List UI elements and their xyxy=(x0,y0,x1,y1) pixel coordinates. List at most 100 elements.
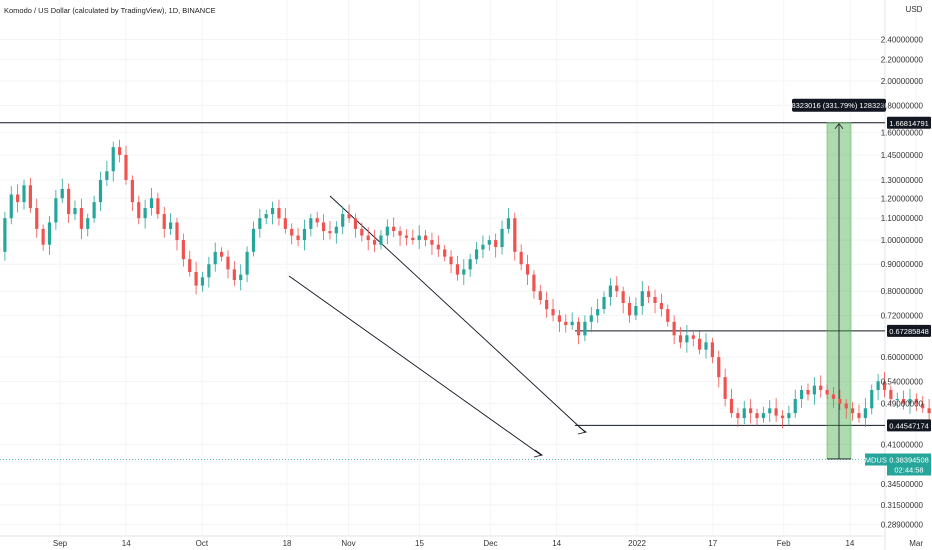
y-axis-ticks: 2.40000000 2.20000000 2.00000000 1.80000000… xyxy=(881,35,924,529)
candle-body xyxy=(749,408,753,414)
candle-body xyxy=(844,403,848,409)
candle-body xyxy=(602,297,606,310)
y-tick-label: 0.34500000 xyxy=(881,480,924,489)
candle-body xyxy=(3,218,7,252)
candle-body xyxy=(277,208,281,219)
candle-body xyxy=(532,274,536,292)
candle-body xyxy=(902,398,906,404)
candle-body xyxy=(882,381,887,390)
candle-body xyxy=(831,394,836,399)
candle-body xyxy=(710,342,714,358)
price-grid xyxy=(0,0,917,536)
candle-body xyxy=(921,403,925,409)
candle-body xyxy=(73,208,77,215)
candle-body xyxy=(583,321,587,336)
candle-body xyxy=(430,240,434,245)
candle-body xyxy=(819,385,823,390)
candle-body xyxy=(213,251,217,265)
candle-body xyxy=(698,338,702,350)
candle-body xyxy=(615,285,619,292)
candle-body xyxy=(513,218,517,252)
x-axis-ticks: 16Sep14Oct18Nov15Dec14202217Feb14Mar14Ap… xyxy=(53,539,923,548)
candle-body xyxy=(366,235,370,241)
candle-body xyxy=(392,226,396,232)
y-tick-label: 1.30000000 xyxy=(881,176,924,185)
candle-body xyxy=(500,228,504,248)
x-tick-label: 18 xyxy=(283,539,292,548)
candle-body xyxy=(551,309,555,316)
candle-body xyxy=(761,413,765,419)
y-tick-label: 0.72000000 xyxy=(881,311,924,320)
candle-body xyxy=(239,274,243,281)
candle-body xyxy=(468,259,472,270)
candle-body xyxy=(105,171,109,180)
y-tick-label: 1.10000000 xyxy=(881,214,924,223)
candle-body xyxy=(162,214,166,229)
candle-body xyxy=(895,398,899,400)
channel-upper-line[interactable] xyxy=(329,195,586,433)
candle-body xyxy=(908,398,912,404)
candle-body xyxy=(86,218,90,229)
last-price-label: 0.38394508 xyxy=(889,456,929,465)
candle-body xyxy=(302,228,307,241)
price-tags: 1.66814791 0.67285848 0.44547174 KMDUSD0.38… xyxy=(860,116,931,476)
y-tick-label: 2.20000000 xyxy=(881,55,924,64)
level-price-label: 1.66814791 xyxy=(889,119,929,128)
y-tick-label: 0.28900000 xyxy=(881,521,924,530)
candle-body xyxy=(47,222,52,245)
candle-body xyxy=(130,179,134,203)
candle-body xyxy=(455,264,460,275)
candle-body xyxy=(487,240,491,245)
price-range-measure[interactable]: 1.28323016 (331.79%) 128323016 xyxy=(781,98,897,460)
y-tick-label: 1.45000000 xyxy=(881,151,924,160)
candle-body xyxy=(251,228,256,252)
candle-body xyxy=(659,302,663,310)
x-tick-label: Mar xyxy=(909,539,923,548)
x-tick-label: Feb xyxy=(777,539,791,548)
candle-body xyxy=(825,389,829,395)
channel-arrow-head xyxy=(577,426,588,435)
candle-body xyxy=(596,309,600,316)
currency-label: USD xyxy=(906,5,923,14)
measure-label-box xyxy=(792,98,886,112)
measure-arrow-head xyxy=(834,123,844,130)
candle-body xyxy=(774,408,778,416)
trend-channel-lines[interactable] xyxy=(288,195,588,458)
candles xyxy=(0,139,931,429)
candle-body xyxy=(462,269,466,275)
candle-body xyxy=(296,235,300,241)
candle-body xyxy=(379,235,383,245)
x-tick-label: 14 xyxy=(552,539,561,548)
candle-body xyxy=(812,385,816,395)
candle-body xyxy=(838,398,842,404)
bar-countdown-label: 02:44:58 xyxy=(894,466,923,475)
x-tick-label: Dec xyxy=(483,539,497,548)
channel-lower-line[interactable] xyxy=(288,275,542,456)
candle-body xyxy=(334,226,338,234)
y-tick-label: 0.90000000 xyxy=(881,260,924,269)
y-tick-label: 1.20000000 xyxy=(881,194,924,203)
candle-body xyxy=(755,413,759,419)
x-tick-label: 17 xyxy=(708,539,717,548)
candle-body xyxy=(264,214,268,219)
candle-body xyxy=(876,381,880,390)
horizontal-levels[interactable] xyxy=(0,122,885,460)
y-tick-label: 0.54000000 xyxy=(881,377,924,386)
candle-body xyxy=(570,321,574,326)
candle-body xyxy=(67,188,71,215)
candle-body xyxy=(219,251,224,257)
candle-body xyxy=(321,222,326,232)
candle-body xyxy=(411,237,415,241)
candle-body xyxy=(704,342,708,350)
candle-body xyxy=(780,415,785,419)
measure-label: 1.28323016 (331.79%) 128323016 xyxy=(781,101,897,110)
y-tick-label: 0.80000000 xyxy=(881,287,924,296)
y-tick-label: 2.00000000 xyxy=(881,77,924,86)
candle-body xyxy=(627,302,632,316)
candle-body xyxy=(608,285,613,298)
candle-body xyxy=(423,235,428,241)
candle-body xyxy=(328,231,332,234)
level-price-tag xyxy=(887,324,931,337)
candle-body xyxy=(156,198,160,215)
